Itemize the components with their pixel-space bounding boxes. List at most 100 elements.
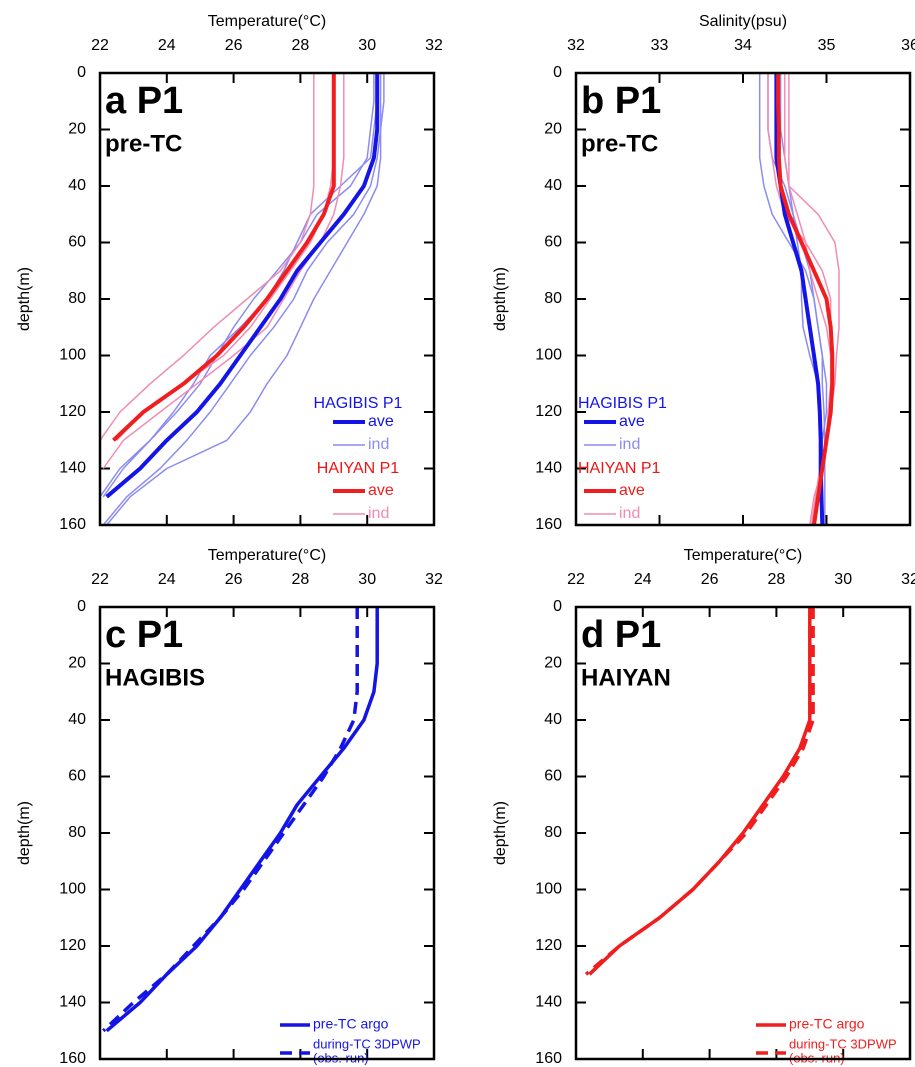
x-axis-label: Temperature(°C) xyxy=(208,13,326,30)
x-tick-label: 32 xyxy=(425,37,443,54)
panel-subtitle: pre-TC xyxy=(581,130,658,157)
x-tick-label: 22 xyxy=(567,571,585,588)
x-tick-label: 30 xyxy=(834,571,852,588)
legend-label: during-TC 3DPWP xyxy=(789,1036,897,1051)
y-tick-label: 140 xyxy=(59,460,86,477)
y-tick-label: 140 xyxy=(535,994,562,1011)
panel-label: a P1 xyxy=(105,80,183,122)
profile-line xyxy=(102,73,382,525)
y-tick-label: 60 xyxy=(544,768,562,785)
profile-line xyxy=(776,73,835,525)
profile-line xyxy=(584,607,815,976)
y-tick-label: 0 xyxy=(553,598,562,615)
panel-label: d P1 xyxy=(581,614,661,656)
legend-title: HAIYAN P1 xyxy=(317,460,400,477)
y-tick-label: 0 xyxy=(77,598,86,615)
y-tick-label: 60 xyxy=(68,234,86,251)
y-tick-label: 40 xyxy=(68,177,86,194)
panel: Temperature(°C) depth(m) 22 24 26 28 30 32 0 20 40… xyxy=(492,547,915,1067)
legend-title: HAIYAN P1 xyxy=(578,460,661,477)
panel: Salinity(psu) depth(m) 32 33 34 35 36 0 20 40 60 80… xyxy=(492,13,915,533)
y-tick-label: 20 xyxy=(544,121,562,138)
x-axis-label: Temperature(°C) xyxy=(208,547,326,564)
x-tick-label: 30 xyxy=(358,571,376,588)
profile-line xyxy=(102,73,345,469)
x-tick-label: 22 xyxy=(91,37,109,54)
x-tick-label: 30 xyxy=(358,37,376,54)
profile-line xyxy=(774,73,825,525)
y-tick-label: 80 xyxy=(544,824,562,841)
panel-subtitle: HAGIBIS xyxy=(105,664,205,691)
x-tick-label: 32 xyxy=(901,571,915,588)
legend-label: ave xyxy=(368,482,394,499)
panel-subtitle: HAIYAN xyxy=(581,664,671,691)
x-tick-label: 35 xyxy=(818,37,836,54)
y-tick-label: 140 xyxy=(59,994,86,1011)
x-tick-label: 32 xyxy=(567,37,585,54)
panel-label: c P1 xyxy=(105,614,183,656)
x-tick-label: 36 xyxy=(901,37,915,54)
profile-line xyxy=(102,73,375,498)
x-tick-label: 28 xyxy=(292,37,310,54)
legend-title: HAGIBIS P1 xyxy=(578,395,667,412)
y-tick-label: 20 xyxy=(68,655,86,672)
legend-label: pre-TC argo xyxy=(313,1016,389,1032)
panel-label: b P1 xyxy=(581,80,661,122)
x-tick-label: 32 xyxy=(425,571,443,588)
legend-label: ind xyxy=(368,436,389,453)
x-tick-label: 34 xyxy=(734,37,752,54)
y-axis-label: depth(m) xyxy=(16,267,33,331)
y-tick-label: 0 xyxy=(553,64,562,81)
y-tick-label: 160 xyxy=(59,516,86,533)
y-tick-label: 160 xyxy=(535,516,562,533)
profile-line xyxy=(112,73,336,442)
x-tick-label: 24 xyxy=(158,37,176,54)
x-tick-label: 22 xyxy=(91,571,109,588)
y-tick-label: 20 xyxy=(68,121,86,138)
x-tick-label: 28 xyxy=(292,571,310,588)
y-tick-label: 40 xyxy=(68,711,86,728)
y-tick-label: 100 xyxy=(59,881,86,898)
x-tick-label: 26 xyxy=(225,571,243,588)
x-tick-label: 26 xyxy=(701,571,719,588)
x-tick-label: 26 xyxy=(225,37,243,54)
y-tick-label: 80 xyxy=(544,290,562,307)
profile-line xyxy=(100,73,315,441)
profile-line xyxy=(105,73,380,499)
legend-label: ind xyxy=(368,505,389,522)
x-axis-label: Temperature(°C) xyxy=(684,547,802,564)
x-tick-label: 28 xyxy=(768,571,786,588)
panel: Temperature(°C) depth(m) 22 24 26 28 30 32 0 20 40… xyxy=(16,13,443,533)
profile-line xyxy=(588,607,812,976)
y-axis-label: depth(m) xyxy=(16,801,33,865)
x-tick-label: 24 xyxy=(158,571,176,588)
y-tick-label: 160 xyxy=(59,1050,86,1067)
y-axis-label: depth(m) xyxy=(492,267,509,331)
y-axis-label: depth(m) xyxy=(492,801,509,865)
y-tick-label: 20 xyxy=(544,655,562,672)
y-tick-label: 120 xyxy=(535,937,562,954)
legend-label: ind xyxy=(619,436,640,453)
y-tick-label: 60 xyxy=(544,234,562,251)
y-tick-label: 100 xyxy=(535,347,562,364)
x-tick-label: 24 xyxy=(634,571,652,588)
y-tick-label: 60 xyxy=(68,768,86,785)
legend-label: ave xyxy=(619,482,645,499)
y-tick-label: 100 xyxy=(59,347,86,364)
y-tick-label: 80 xyxy=(68,290,86,307)
x-axis-label: Salinity(psu) xyxy=(699,13,787,30)
legend-label: during-TC 3DPWP xyxy=(313,1036,421,1051)
y-tick-label: 120 xyxy=(59,403,86,420)
legend-label: ind xyxy=(619,505,640,522)
plot-frame xyxy=(574,71,912,527)
legend-label: ave xyxy=(619,413,645,430)
x-tick-label: 33 xyxy=(651,37,669,54)
y-tick-label: 140 xyxy=(535,460,562,477)
y-tick-label: 120 xyxy=(59,937,86,954)
plot-frame xyxy=(574,605,912,1061)
y-tick-label: 120 xyxy=(535,403,562,420)
legend-title: HAGIBIS P1 xyxy=(314,395,403,412)
panel-subtitle: pre-TC xyxy=(105,130,182,157)
